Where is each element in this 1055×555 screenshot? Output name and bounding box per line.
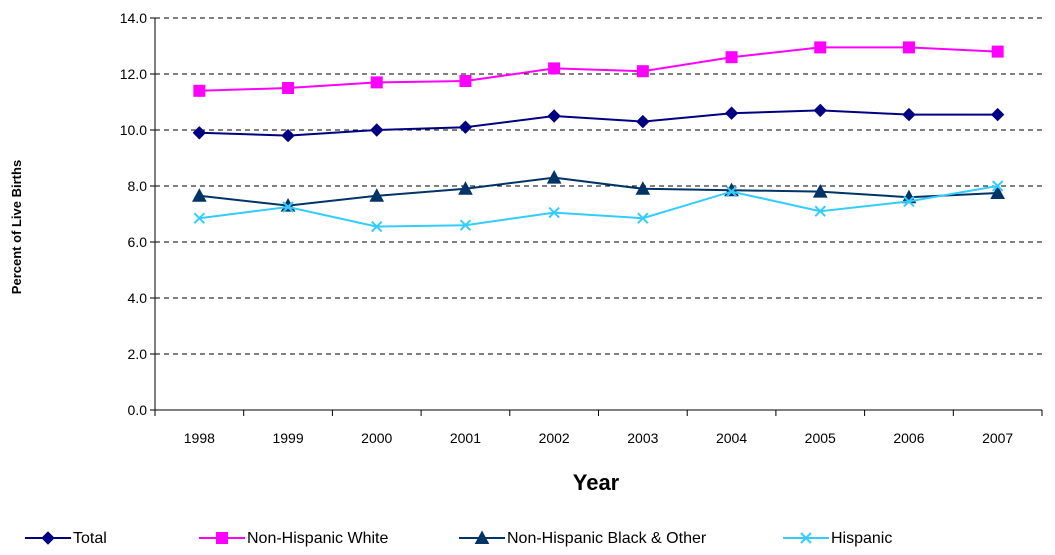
y-tick-label: 2.0 (128, 346, 148, 362)
data-point (814, 205, 826, 217)
data-point (458, 181, 473, 195)
x-axis-title: Year (573, 470, 620, 495)
series-group (192, 41, 1005, 233)
data-point (636, 65, 649, 78)
data-point (548, 62, 561, 75)
data-point (813, 103, 827, 118)
data-point (991, 45, 1004, 58)
x-tick-label: 2005 (805, 430, 836, 446)
series-line (199, 185, 998, 228)
legend-label: Hispanic (831, 530, 892, 547)
data-point (193, 212, 206, 224)
series-hispanic (193, 180, 1004, 233)
y-tick-label: 4.0 (128, 290, 148, 306)
legend-item: Hispanic (783, 530, 892, 547)
legend-marker (474, 530, 490, 544)
legend-item: Total (25, 530, 107, 547)
x-tick-label: 2001 (450, 430, 481, 446)
data-point (724, 106, 739, 120)
y-tick-label: 10.0 (120, 122, 147, 138)
axes (150, 17, 1043, 416)
data-point (371, 220, 383, 233)
data-point (459, 75, 472, 87)
data-point (814, 41, 827, 54)
data-point (281, 128, 295, 143)
series-non-hispanic-black-other (192, 170, 1005, 212)
legend-marker (800, 532, 812, 544)
gridlines (155, 17, 1042, 355)
y-tick-label: 0.0 (128, 402, 148, 418)
data-point (636, 114, 650, 129)
data-point (725, 185, 738, 198)
data-point (547, 109, 561, 123)
data-point (725, 51, 738, 64)
data-point (193, 84, 206, 97)
legend-label: Non-Hispanic Black & Other (507, 530, 707, 547)
data-point (902, 107, 916, 122)
series-line (199, 46, 998, 92)
data-point (458, 120, 473, 134)
series-non-hispanic-white (193, 41, 1004, 97)
y-tick-label: 6.0 (128, 234, 148, 250)
y-tick-label: 12.0 (120, 66, 147, 82)
x-tick-label: 2007 (982, 430, 1013, 446)
data-point (192, 188, 207, 202)
data-point (902, 41, 915, 54)
series-total (192, 103, 1005, 143)
legend-marker (216, 532, 228, 544)
data-point (548, 206, 560, 219)
data-point (635, 181, 651, 195)
data-point (990, 107, 1005, 122)
data-point (370, 123, 384, 137)
x-tick-label: 2006 (893, 430, 924, 446)
series-line (199, 109, 998, 137)
legend: Total Non-Hispanic White Non-Hispanic Blac… (25, 530, 892, 547)
data-point (282, 201, 294, 213)
legend-label: Non-Hispanic White (247, 530, 388, 547)
x-tick-labels: 1998 1999 2000 2001 2002 2003 2004 2005 2006 2007 (184, 430, 1014, 446)
x-tick-label: 2003 (627, 430, 658, 446)
x-tick-label: 2002 (539, 430, 570, 446)
data-point (282, 82, 295, 94)
x-tick-label: 1999 (272, 430, 303, 446)
legend-marker (41, 531, 55, 545)
y-axis-title: Percent of Live Births (9, 160, 24, 294)
legend-label: Total (73, 530, 107, 547)
data-point (812, 184, 828, 198)
data-point (991, 180, 1004, 192)
data-point (370, 76, 383, 89)
data-point (369, 188, 385, 202)
data-point (990, 185, 1005, 199)
data-point (903, 195, 915, 208)
legend-item: Non-Hispanic White (199, 530, 388, 547)
x-tick-label: 2000 (361, 430, 392, 446)
data-point (637, 212, 649, 224)
y-tick-labels: 0.0 2.0 4.0 6.0 8.0 10.0 12.0 14.0 (120, 10, 147, 418)
y-tick-label: 14.0 (120, 10, 147, 26)
data-point (192, 126, 207, 140)
series-line (199, 176, 998, 207)
data-point (459, 219, 472, 231)
x-tick-label: 1998 (184, 430, 215, 446)
legend-item: Non-Hispanic Black & Other (459, 530, 707, 547)
y-tick-label: 8.0 (128, 178, 148, 194)
x-tick-label: 2004 (716, 430, 747, 446)
data-point (546, 170, 562, 184)
